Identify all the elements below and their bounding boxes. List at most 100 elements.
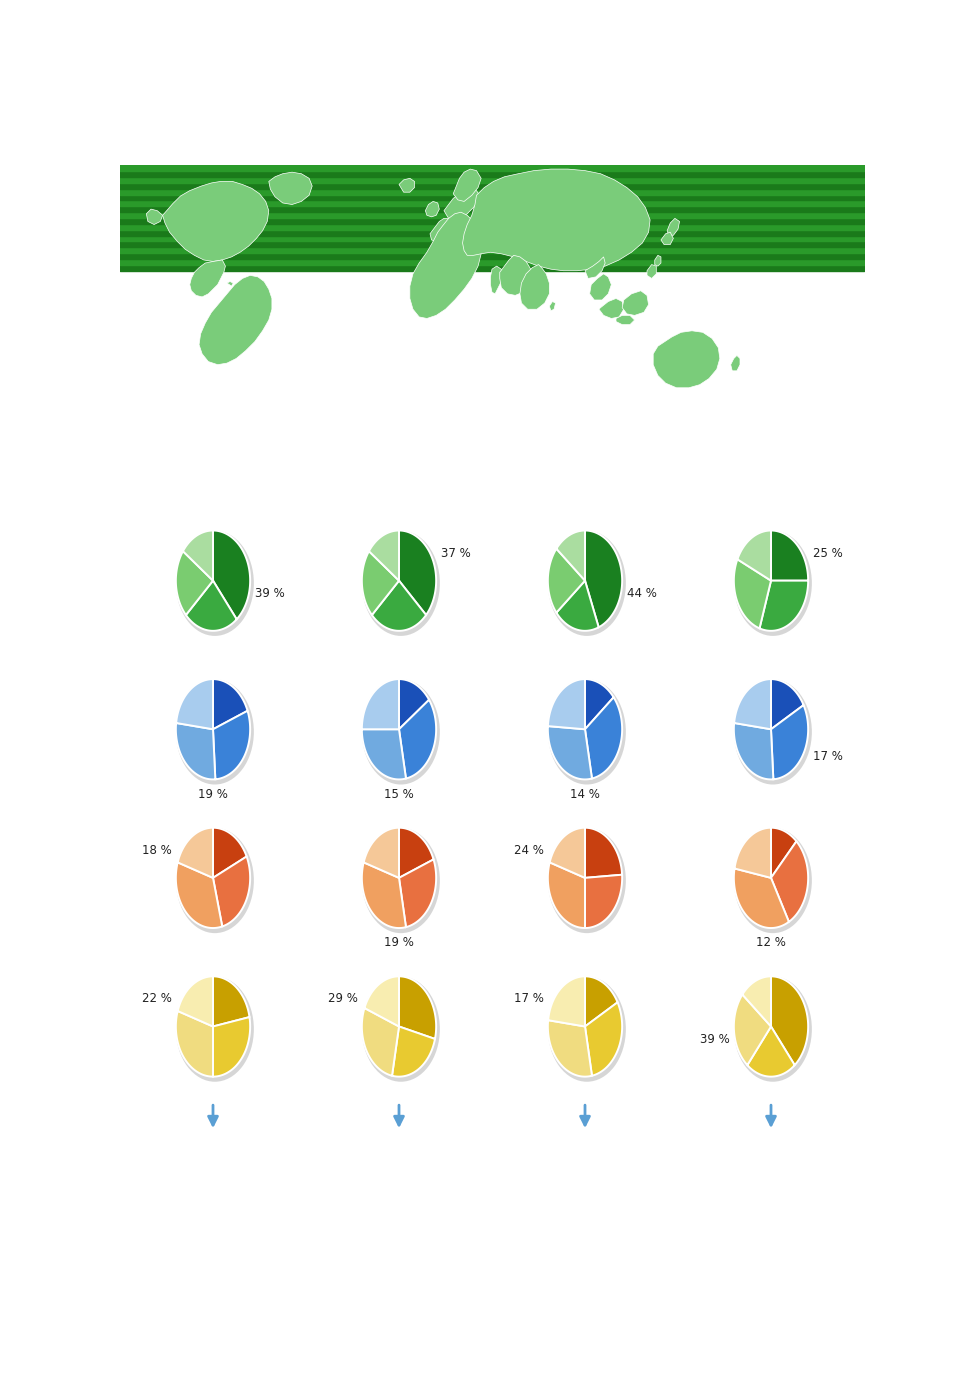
Polygon shape xyxy=(364,828,399,879)
Polygon shape xyxy=(733,994,771,1066)
Polygon shape xyxy=(733,869,789,928)
Polygon shape xyxy=(622,291,649,315)
Polygon shape xyxy=(585,679,613,730)
Polygon shape xyxy=(178,976,213,1026)
Polygon shape xyxy=(771,705,808,779)
Polygon shape xyxy=(599,299,624,318)
Polygon shape xyxy=(759,581,808,631)
Polygon shape xyxy=(269,172,312,205)
Polygon shape xyxy=(589,274,612,300)
Polygon shape xyxy=(500,255,532,296)
Polygon shape xyxy=(444,189,480,220)
Polygon shape xyxy=(585,976,617,1026)
Polygon shape xyxy=(178,828,213,879)
Polygon shape xyxy=(548,679,585,730)
Polygon shape xyxy=(190,260,226,297)
Polygon shape xyxy=(550,828,585,879)
Polygon shape xyxy=(199,275,272,365)
Polygon shape xyxy=(734,828,771,879)
Polygon shape xyxy=(176,551,213,616)
Text: 22 %: 22 % xyxy=(141,993,172,1005)
Polygon shape xyxy=(771,841,808,921)
Polygon shape xyxy=(410,212,481,318)
Polygon shape xyxy=(667,219,680,235)
Ellipse shape xyxy=(548,530,626,636)
Ellipse shape xyxy=(548,828,626,934)
Polygon shape xyxy=(399,859,436,927)
Text: 15 %: 15 % xyxy=(384,788,414,800)
Text: 25 %: 25 % xyxy=(812,547,842,559)
Text: 29 %: 29 % xyxy=(327,993,357,1005)
Text: Osuus liikevaihdosta: Osuus liikevaihdosta xyxy=(149,482,277,494)
Polygon shape xyxy=(372,581,426,631)
Polygon shape xyxy=(425,201,440,216)
Polygon shape xyxy=(548,862,585,928)
Ellipse shape xyxy=(176,530,253,636)
Polygon shape xyxy=(647,264,657,278)
Polygon shape xyxy=(520,264,549,310)
Polygon shape xyxy=(557,530,585,581)
Polygon shape xyxy=(733,723,774,779)
Polygon shape xyxy=(491,266,503,293)
Text: 17 %: 17 % xyxy=(812,750,843,763)
Polygon shape xyxy=(747,1026,795,1077)
Ellipse shape xyxy=(362,679,440,785)
Ellipse shape xyxy=(733,679,812,785)
Polygon shape xyxy=(549,302,556,311)
Polygon shape xyxy=(186,581,237,631)
Polygon shape xyxy=(213,1018,251,1077)
Ellipse shape xyxy=(733,828,812,934)
Polygon shape xyxy=(585,257,605,278)
Ellipse shape xyxy=(362,976,440,1082)
Polygon shape xyxy=(399,976,436,1040)
Text: 19 %: 19 % xyxy=(198,788,228,800)
Text: 19 %: 19 % xyxy=(384,936,414,949)
Polygon shape xyxy=(176,862,222,928)
Polygon shape xyxy=(548,976,585,1026)
Text: 18 %: 18 % xyxy=(142,844,172,856)
Polygon shape xyxy=(213,828,247,879)
Polygon shape xyxy=(399,179,415,193)
Polygon shape xyxy=(616,315,635,325)
Text: 12 %: 12 % xyxy=(756,936,786,949)
Polygon shape xyxy=(369,530,399,581)
Polygon shape xyxy=(213,976,250,1026)
Polygon shape xyxy=(213,711,251,779)
Polygon shape xyxy=(176,679,213,730)
Ellipse shape xyxy=(548,976,626,1082)
Polygon shape xyxy=(213,530,251,620)
Text: 37 %: 37 % xyxy=(441,547,470,559)
Polygon shape xyxy=(655,255,660,266)
Polygon shape xyxy=(653,330,720,388)
Polygon shape xyxy=(362,862,406,928)
Polygon shape xyxy=(399,530,436,616)
Text: 17 %: 17 % xyxy=(514,993,543,1005)
Text: Kemira on johtava toimija kaikilla liiketoiminta-alueillaan. Markkinamme ovat
ma: Kemira on johtava toimija kaikilla liike… xyxy=(157,1143,780,1205)
Polygon shape xyxy=(362,679,399,730)
Polygon shape xyxy=(548,726,592,779)
Polygon shape xyxy=(742,976,771,1026)
Ellipse shape xyxy=(176,976,253,1082)
Polygon shape xyxy=(548,1020,592,1077)
Polygon shape xyxy=(585,874,622,928)
Polygon shape xyxy=(399,679,429,730)
Polygon shape xyxy=(585,828,622,879)
Polygon shape xyxy=(430,219,450,241)
Text: Osuus liikevoitosta: Osuus liikevoitosta xyxy=(340,482,458,494)
Text: 39 %: 39 % xyxy=(254,587,284,600)
Polygon shape xyxy=(463,169,650,271)
Polygon shape xyxy=(771,530,808,581)
Polygon shape xyxy=(146,209,162,224)
Polygon shape xyxy=(213,856,251,927)
Polygon shape xyxy=(660,233,673,245)
Polygon shape xyxy=(162,182,269,262)
Polygon shape xyxy=(548,548,585,613)
Polygon shape xyxy=(183,530,213,581)
Polygon shape xyxy=(734,679,771,730)
Polygon shape xyxy=(176,1011,213,1077)
Ellipse shape xyxy=(548,679,626,785)
Polygon shape xyxy=(557,581,599,631)
Polygon shape xyxy=(362,1008,399,1075)
Polygon shape xyxy=(453,169,481,201)
Text: Osuus henkilöstöstä: Osuus henkilöstöstä xyxy=(708,482,834,494)
